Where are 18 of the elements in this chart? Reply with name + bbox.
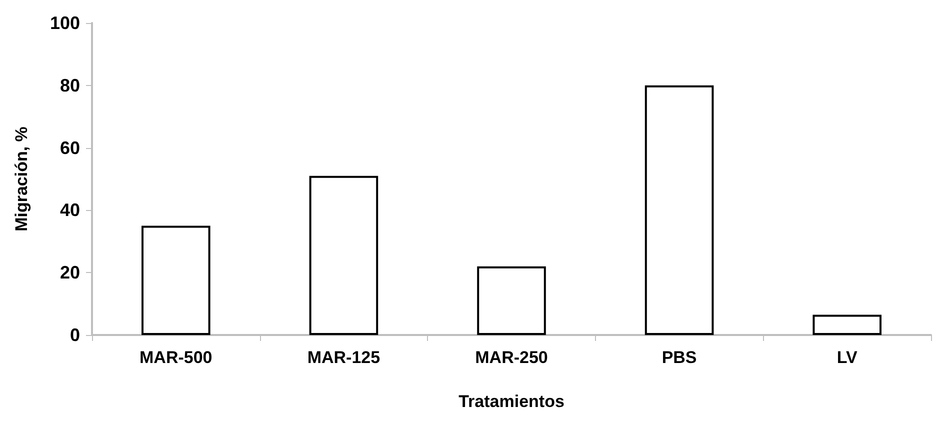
y-tick-label: 100 <box>50 13 80 33</box>
y-tick-label: 20 <box>60 262 80 283</box>
x-tick-label: PBS <box>662 348 697 367</box>
y-tick-label: 80 <box>60 75 80 96</box>
bar <box>812 314 882 335</box>
x-tick-label: MAR-500 <box>140 348 212 367</box>
y-tick-label: 60 <box>60 138 80 158</box>
x-tick-label: MAR-250 <box>475 348 548 367</box>
y-tick-label: 0 <box>70 325 80 345</box>
bar <box>477 266 546 335</box>
y-tick-label: 40 <box>60 200 80 220</box>
x-axis-title: Tratamientos <box>458 392 564 411</box>
y-axis-title: Migración, % <box>12 126 31 232</box>
bar <box>142 226 210 335</box>
bar <box>644 85 714 335</box>
bar <box>309 176 378 335</box>
x-tick-label: LV <box>836 348 858 367</box>
x-tick-label: MAR-125 <box>307 348 380 367</box>
